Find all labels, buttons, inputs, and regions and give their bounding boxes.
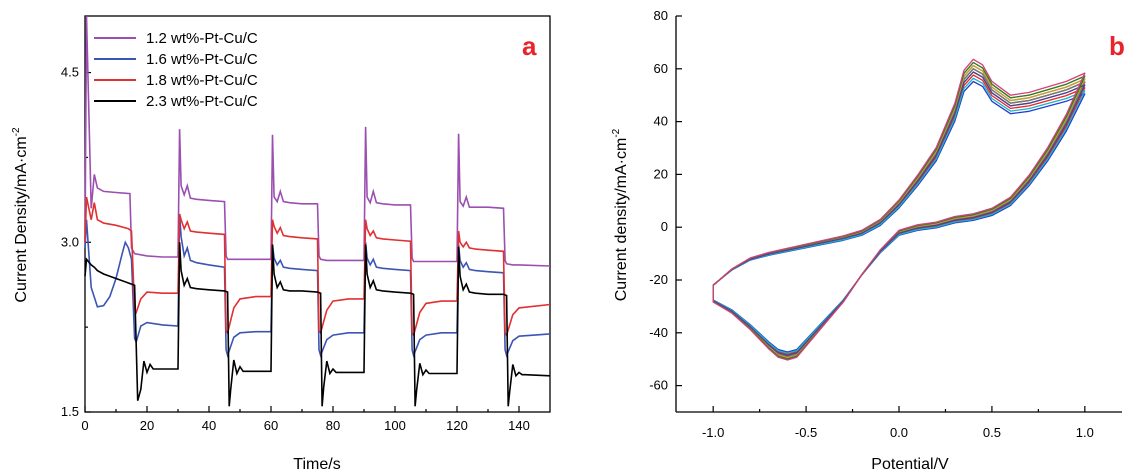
panel-b-cv-curve-7 <box>712 77 1086 354</box>
panel-a-y-ticks: 1.5 3.0 4.5 <box>61 65 91 419</box>
panel-b-y-axis-title: Current density/mA·cm-2 <box>611 128 630 301</box>
panel-a-x-tick-label: 100 <box>384 418 406 433</box>
panel-a-x-tick-label: 0 <box>81 418 88 433</box>
panel-b-y-ticks: -60 -40 -20 0 20 40 60 80 <box>649 8 682 393</box>
panel-a-series-line-1 <box>84 15 551 267</box>
panel-a-x-tick-label: 40 <box>202 418 216 433</box>
panel-b-cv-curve-1 <box>712 68 1086 358</box>
panel-b-cv-curve-8 <box>712 68 1086 358</box>
panel-a-legend: 1.2 wt%-Pt-Cu/C 1.6 wt%-Pt-Cu/C 1.8 wt%-Pt… <box>94 30 258 110</box>
panel-b-cv-curve-12 <box>712 58 1086 361</box>
panel-a-y-tick-label: 4.5 <box>61 65 79 80</box>
panel-b-y-tick-label: 80 <box>654 8 668 23</box>
panel-b-cv-curve-10 <box>712 71 1086 357</box>
panel-b-y-tick-label: 0 <box>661 219 668 234</box>
panel-b-chart: -1.0 -0.5 0.0 0.5 1.0 -60 -40 -20 0 20 40 60 80 b P… <box>611 8 1125 473</box>
panel-b-cv-curve-2 <box>712 74 1086 355</box>
panel-b-x-tick-label: 1.0 <box>1076 425 1094 440</box>
panel-a-x-tick-label: 140 <box>508 418 530 433</box>
panel-b-y-tick-label: 40 <box>654 114 668 129</box>
panel-a-x-ticks: 0 20 40 60 80 100 120 140 <box>81 406 530 433</box>
panel-a-legend-label-1: 1.2 wt%-Pt-Cu/C <box>146 30 258 47</box>
panel-b-cv-curve-5 <box>712 64 1086 359</box>
panel-a-y-axis-title: Current Density/mA·cm-2 <box>11 127 30 303</box>
panel-a-x-tick-label: 80 <box>326 418 340 433</box>
panel-b-x-tick-label: -1.0 <box>702 425 724 440</box>
panel-b-x-tick-label: 0.0 <box>890 425 908 440</box>
panel-b-cv-curve-9 <box>712 64 1086 359</box>
panel-a-x-axis-title: Time/s <box>293 456 340 473</box>
panel-a-y-tick-label: 1.5 <box>61 404 79 419</box>
panel-a-legend-label-4: 2.3 wt%-Pt-Cu/C <box>146 93 258 110</box>
panel-a-y-axis-title-sup: -2 <box>11 127 22 136</box>
panel-a-chart: 0 20 40 60 80 100 120 140 1.5 3.0 4.5 1.2 wt%-Pt-… <box>11 15 551 473</box>
panel-b-x-tick-label: 0.5 <box>983 425 1001 440</box>
panel-a-series-group <box>84 15 551 407</box>
panel-b-y-tick-label: 20 <box>654 166 668 181</box>
panel-a-series-line-4 <box>84 242 551 407</box>
panel-a-series-line-3 <box>84 196 551 338</box>
panel-a-x-tick-label: 60 <box>264 418 278 433</box>
panel-a-letter: a <box>522 31 537 61</box>
panel-b-cv-curve-4 <box>712 71 1086 357</box>
panel-b-x-axis-title: Potential/V <box>871 456 949 473</box>
panel-b-cv-curve-11 <box>712 61 1086 360</box>
panel-b-x-ticks: -1.0 -0.5 0.0 0.5 1.0 <box>702 406 1094 440</box>
panel-b-y-tick-label: -60 <box>649 378 668 393</box>
panel-a-x-tick-label: 120 <box>446 418 468 433</box>
panel-a-x-tick-label: 20 <box>140 418 154 433</box>
panel-a-y-axis-title-main: Current Density/mA·cm <box>13 136 30 302</box>
panel-a-legend-label-3: 1.8 wt%-Pt-Cu/C <box>146 72 258 89</box>
panel-b-y-tick-label: -20 <box>649 272 668 287</box>
panel-b-x-tick-label: -0.5 <box>795 425 817 440</box>
panel-b-letter: b <box>1109 31 1125 61</box>
panel-b-y-tick-label: 60 <box>654 61 668 76</box>
panel-b-series-group <box>712 58 1086 361</box>
panel-b-y-axis-title-main: Current density/mA·cm <box>613 138 630 302</box>
panel-b-y-axis-title-sup: -2 <box>611 128 622 137</box>
panel-a-y-tick-label: 3.0 <box>61 234 79 249</box>
panel-b-y-tick-label: -40 <box>649 325 668 340</box>
panel-b-cv-curve-3 <box>712 80 1086 353</box>
panel-b-cv-curve-6 <box>712 61 1086 360</box>
panel-a-legend-label-2: 1.6 wt%-Pt-Cu/C <box>146 51 258 68</box>
